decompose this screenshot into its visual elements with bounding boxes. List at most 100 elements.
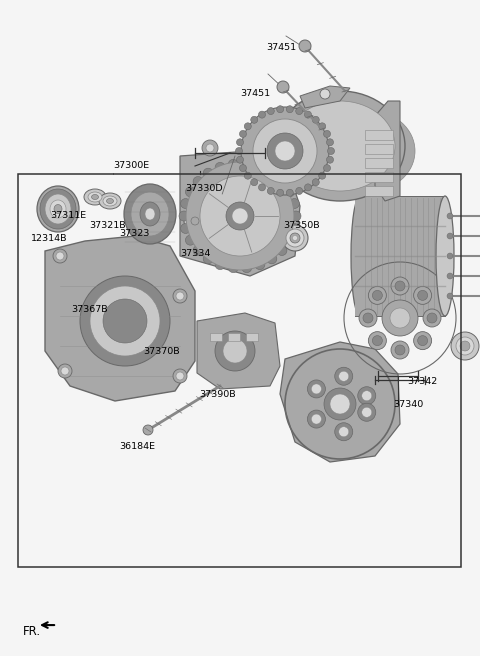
Circle shape bbox=[267, 168, 277, 178]
Circle shape bbox=[368, 332, 386, 350]
Circle shape bbox=[358, 387, 376, 405]
Text: 37451: 37451 bbox=[266, 43, 297, 52]
Circle shape bbox=[324, 388, 356, 420]
Circle shape bbox=[267, 188, 274, 194]
Ellipse shape bbox=[184, 210, 206, 232]
Circle shape bbox=[339, 371, 349, 381]
Circle shape bbox=[456, 337, 474, 355]
Circle shape bbox=[447, 253, 453, 259]
Ellipse shape bbox=[92, 194, 98, 199]
Polygon shape bbox=[280, 342, 400, 462]
Circle shape bbox=[296, 108, 303, 115]
Bar bbox=[210, 333, 222, 341]
Circle shape bbox=[277, 245, 287, 255]
Circle shape bbox=[319, 123, 326, 130]
Circle shape bbox=[447, 273, 453, 279]
Circle shape bbox=[414, 287, 432, 304]
Ellipse shape bbox=[40, 189, 76, 229]
Circle shape bbox=[304, 111, 312, 118]
Circle shape bbox=[53, 249, 67, 263]
Circle shape bbox=[179, 211, 189, 221]
Circle shape bbox=[368, 287, 386, 304]
Circle shape bbox=[312, 414, 322, 424]
Bar bbox=[365, 186, 393, 196]
Circle shape bbox=[335, 422, 353, 441]
Circle shape bbox=[418, 336, 428, 346]
Circle shape bbox=[276, 190, 284, 196]
Circle shape bbox=[339, 427, 349, 437]
Ellipse shape bbox=[84, 189, 106, 205]
Circle shape bbox=[289, 199, 300, 209]
Circle shape bbox=[244, 123, 252, 130]
Circle shape bbox=[326, 156, 334, 163]
Circle shape bbox=[391, 341, 409, 359]
Circle shape bbox=[186, 162, 294, 270]
Circle shape bbox=[267, 254, 277, 264]
Text: FR.: FR. bbox=[23, 625, 41, 638]
Ellipse shape bbox=[140, 202, 160, 226]
Circle shape bbox=[358, 403, 376, 421]
Circle shape bbox=[232, 208, 248, 224]
Circle shape bbox=[335, 367, 353, 385]
Circle shape bbox=[215, 331, 255, 371]
Circle shape bbox=[312, 178, 319, 186]
Circle shape bbox=[173, 289, 187, 303]
Circle shape bbox=[215, 260, 225, 270]
Circle shape bbox=[143, 425, 153, 435]
Circle shape bbox=[90, 286, 160, 356]
Circle shape bbox=[228, 262, 238, 273]
Circle shape bbox=[244, 172, 252, 179]
Polygon shape bbox=[300, 86, 350, 108]
Circle shape bbox=[286, 190, 293, 196]
Ellipse shape bbox=[131, 192, 169, 236]
Circle shape bbox=[277, 81, 289, 93]
Circle shape bbox=[414, 332, 432, 350]
Circle shape bbox=[319, 172, 326, 179]
Circle shape bbox=[275, 141, 295, 161]
Circle shape bbox=[173, 369, 187, 383]
Text: 37311E: 37311E bbox=[50, 211, 86, 220]
Ellipse shape bbox=[124, 184, 176, 244]
Ellipse shape bbox=[54, 205, 62, 213]
Bar bbox=[365, 130, 393, 140]
Bar bbox=[365, 144, 393, 154]
Circle shape bbox=[259, 184, 265, 191]
Circle shape bbox=[80, 276, 170, 366]
Circle shape bbox=[257, 146, 273, 162]
Circle shape bbox=[103, 299, 147, 343]
Circle shape bbox=[307, 410, 325, 428]
Text: 36184E: 36184E bbox=[119, 441, 155, 451]
Circle shape bbox=[372, 291, 383, 300]
Text: 37350B: 37350B bbox=[283, 220, 320, 230]
Circle shape bbox=[390, 308, 410, 328]
Polygon shape bbox=[197, 313, 280, 389]
Circle shape bbox=[240, 131, 246, 137]
Ellipse shape bbox=[436, 196, 454, 316]
Circle shape bbox=[460, 341, 470, 351]
Circle shape bbox=[312, 116, 319, 123]
Circle shape bbox=[267, 133, 303, 169]
Ellipse shape bbox=[325, 111, 415, 191]
Circle shape bbox=[61, 367, 69, 375]
Circle shape bbox=[185, 235, 195, 245]
Circle shape bbox=[291, 211, 301, 221]
Circle shape bbox=[395, 281, 405, 291]
Ellipse shape bbox=[99, 193, 121, 209]
Circle shape bbox=[237, 139, 243, 146]
Bar bbox=[18, 174, 461, 567]
Circle shape bbox=[324, 131, 331, 137]
Circle shape bbox=[372, 336, 383, 346]
Circle shape bbox=[324, 165, 331, 172]
Circle shape bbox=[56, 252, 64, 260]
Ellipse shape bbox=[50, 200, 66, 218]
Circle shape bbox=[307, 380, 325, 398]
Circle shape bbox=[193, 176, 203, 186]
Circle shape bbox=[241, 107, 329, 195]
Circle shape bbox=[259, 111, 265, 118]
Text: 37340: 37340 bbox=[394, 400, 424, 409]
Circle shape bbox=[228, 159, 238, 169]
Ellipse shape bbox=[188, 214, 202, 228]
Circle shape bbox=[180, 199, 191, 209]
Text: 37451: 37451 bbox=[240, 89, 270, 98]
Circle shape bbox=[185, 187, 195, 197]
